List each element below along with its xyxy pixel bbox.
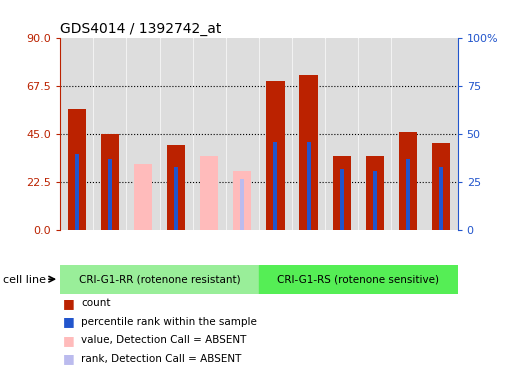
- Text: value, Detection Call = ABSENT: value, Detection Call = ABSENT: [81, 335, 246, 345]
- Text: cell line: cell line: [3, 275, 46, 285]
- Bar: [359, 38, 390, 230]
- Text: GDS4014 / 1392742_at: GDS4014 / 1392742_at: [60, 22, 222, 36]
- Bar: [101, 134, 119, 230]
- Text: rank, Detection Call = ABSENT: rank, Detection Call = ABSENT: [81, 354, 242, 364]
- Text: count: count: [81, 298, 110, 308]
- Text: ■: ■: [63, 334, 74, 347]
- Bar: [241, 179, 244, 230]
- Bar: [274, 142, 277, 230]
- Text: CRI-G1-RS (rotenone sensitive): CRI-G1-RS (rotenone sensitive): [277, 274, 439, 285]
- Bar: [167, 145, 185, 230]
- Bar: [426, 38, 457, 230]
- Bar: [108, 159, 112, 230]
- Bar: [333, 156, 351, 230]
- Bar: [306, 142, 311, 230]
- Bar: [293, 38, 324, 230]
- Bar: [432, 143, 450, 230]
- Bar: [373, 171, 377, 230]
- Bar: [67, 109, 86, 230]
- Bar: [392, 38, 424, 230]
- Bar: [61, 38, 92, 230]
- Bar: [439, 167, 443, 230]
- Bar: [75, 154, 78, 230]
- Bar: [340, 169, 344, 230]
- Bar: [399, 132, 417, 230]
- Bar: [60, 265, 259, 294]
- Bar: [259, 265, 458, 294]
- Bar: [161, 38, 191, 230]
- Bar: [94, 38, 126, 230]
- Bar: [266, 81, 285, 230]
- Bar: [227, 38, 258, 230]
- Bar: [174, 167, 178, 230]
- Bar: [128, 38, 158, 230]
- Text: ■: ■: [63, 297, 74, 310]
- Bar: [233, 170, 252, 230]
- Bar: [194, 38, 225, 230]
- Text: ■: ■: [63, 352, 74, 365]
- Bar: [300, 74, 317, 230]
- Bar: [260, 38, 291, 230]
- Text: percentile rank within the sample: percentile rank within the sample: [81, 317, 257, 327]
- Bar: [406, 159, 410, 230]
- Bar: [366, 156, 384, 230]
- Text: ■: ■: [63, 315, 74, 328]
- Bar: [200, 156, 218, 230]
- Text: CRI-G1-RR (rotenone resistant): CRI-G1-RR (rotenone resistant): [78, 274, 241, 285]
- Bar: [134, 164, 152, 230]
- Bar: [326, 38, 357, 230]
